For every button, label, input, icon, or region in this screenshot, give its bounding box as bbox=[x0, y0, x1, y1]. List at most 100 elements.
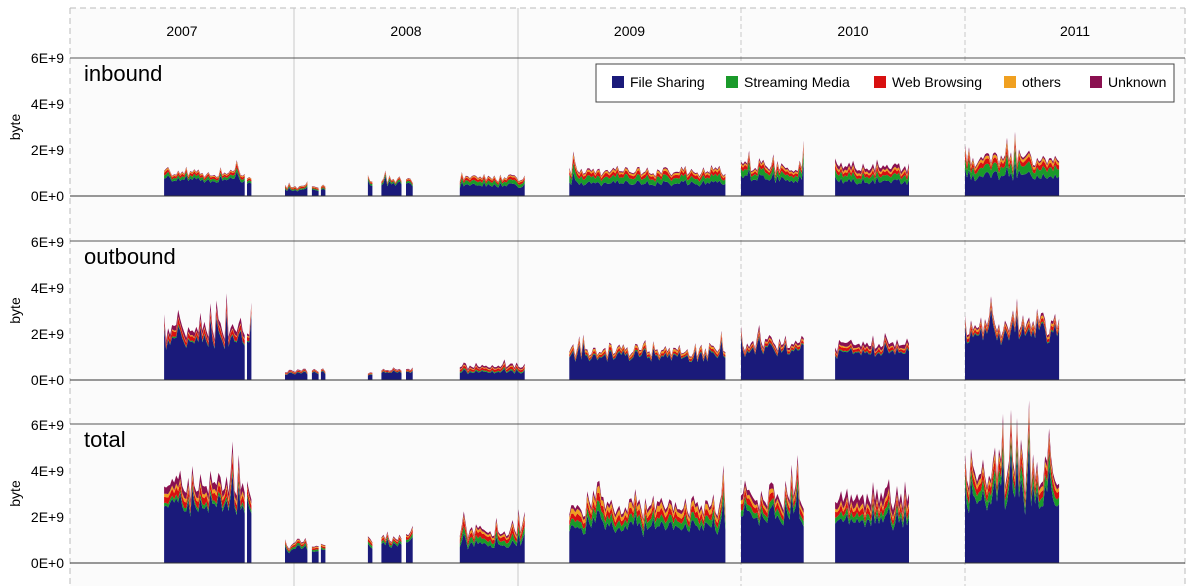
area-streaming-media bbox=[285, 542, 308, 554]
area-unknown bbox=[367, 372, 373, 374]
area-web-browsing bbox=[459, 363, 525, 374]
area-unknown bbox=[381, 170, 402, 184]
area-web-browsing bbox=[164, 456, 245, 514]
area-unknown bbox=[965, 131, 1060, 169]
area-streaming-media bbox=[311, 549, 319, 552]
area-file-sharing bbox=[406, 536, 413, 563]
area-streaming-media bbox=[741, 151, 804, 184]
area-streaming-media bbox=[311, 371, 319, 375]
y-tick-label: 0E+0 bbox=[31, 372, 64, 388]
y-tick-label: 6E+9 bbox=[31, 234, 64, 250]
area-unknown bbox=[965, 296, 1060, 339]
area-streaming-media bbox=[406, 370, 413, 373]
area-streaming-media bbox=[164, 310, 245, 350]
area-unknown bbox=[320, 543, 326, 546]
area-file-sharing bbox=[320, 188, 326, 196]
area-web-browsing bbox=[381, 172, 402, 185]
y-tick-label: 6E+9 bbox=[31, 50, 64, 66]
legend-label: Unknown bbox=[1108, 74, 1166, 90]
area-file-sharing bbox=[367, 374, 373, 380]
area-file-sharing bbox=[311, 551, 319, 563]
area-file-sharing bbox=[285, 545, 308, 563]
area-others bbox=[459, 513, 525, 542]
area-file-sharing bbox=[406, 371, 413, 380]
area-streaming-media bbox=[569, 489, 726, 538]
area-file-sharing bbox=[965, 308, 1060, 380]
area-unknown bbox=[285, 181, 308, 189]
area-streaming-media bbox=[247, 493, 252, 514]
area-streaming-media bbox=[381, 173, 402, 187]
area-others bbox=[569, 332, 726, 360]
year-label: 2008 bbox=[390, 23, 421, 39]
area-file-sharing bbox=[835, 343, 909, 380]
area-others bbox=[247, 177, 252, 180]
area-streaming-media bbox=[320, 370, 326, 375]
y-axis-label: byte bbox=[7, 297, 23, 324]
area-web-browsing bbox=[965, 303, 1060, 344]
area-file-sharing bbox=[247, 314, 252, 380]
area-unknown bbox=[311, 545, 319, 548]
area-unknown bbox=[285, 368, 308, 374]
area-others bbox=[381, 368, 402, 372]
area-web-browsing bbox=[320, 185, 326, 190]
legend-label: File Sharing bbox=[630, 74, 705, 90]
area-others bbox=[311, 546, 319, 549]
y-tick-label: 4E+9 bbox=[31, 96, 64, 112]
area-web-browsing bbox=[320, 545, 326, 549]
year-label: 2011 bbox=[1060, 23, 1090, 39]
area-file-sharing bbox=[320, 548, 326, 563]
area-file-sharing bbox=[311, 371, 319, 380]
legend-swatch bbox=[726, 76, 738, 88]
panel-areas bbox=[164, 400, 1060, 563]
area-others bbox=[569, 153, 726, 180]
area-file-sharing bbox=[406, 182, 413, 196]
area-file-sharing bbox=[320, 371, 326, 380]
area-others bbox=[320, 544, 326, 547]
panel-title: inbound bbox=[84, 61, 162, 86]
area-web-browsing bbox=[381, 368, 402, 373]
area-file-sharing bbox=[164, 171, 245, 196]
area-others bbox=[406, 368, 413, 372]
area-others bbox=[285, 369, 308, 374]
axes: 2007 2008 2009 2010 2011 0E+0 2E+9 4E+9 6E+9 byte… bbox=[7, 23, 1185, 571]
area-streaming-media bbox=[459, 366, 525, 375]
area-web-browsing bbox=[406, 179, 413, 185]
area-others bbox=[311, 369, 319, 373]
y-tick-label: 4E+9 bbox=[31, 463, 64, 479]
area-others bbox=[367, 537, 373, 545]
area-streaming-media bbox=[285, 371, 308, 375]
area-streaming-media bbox=[367, 178, 373, 186]
legend-label: others bbox=[1022, 74, 1061, 90]
area-streaming-media bbox=[320, 187, 326, 191]
area-file-sharing bbox=[569, 499, 726, 563]
area-others bbox=[741, 143, 804, 176]
y-tick-label: 0E+0 bbox=[31, 555, 64, 571]
area-web-browsing bbox=[247, 488, 252, 511]
y-tick-label: 2E+9 bbox=[31, 326, 64, 342]
panel-areas bbox=[164, 293, 1060, 380]
area-web-browsing bbox=[367, 176, 373, 185]
area-web-browsing bbox=[965, 140, 1060, 175]
area-unknown bbox=[311, 368, 319, 373]
area-others bbox=[459, 362, 525, 372]
area-others bbox=[367, 372, 373, 375]
panel-title: outbound bbox=[84, 244, 176, 269]
area-streaming-media bbox=[459, 525, 525, 550]
area-web-browsing bbox=[741, 467, 804, 522]
area-others bbox=[741, 461, 804, 517]
area-others bbox=[965, 299, 1060, 342]
area-unknown bbox=[835, 158, 909, 175]
area-streaming-media bbox=[965, 427, 1060, 515]
area-web-browsing bbox=[741, 331, 804, 357]
area-streaming-media bbox=[741, 334, 804, 357]
area-file-sharing bbox=[459, 532, 525, 563]
area-web-browsing bbox=[311, 370, 319, 374]
area-unknown bbox=[285, 538, 308, 550]
area-streaming-media bbox=[247, 180, 252, 184]
area-web-browsing bbox=[835, 492, 909, 526]
area-others bbox=[320, 185, 326, 188]
area-others bbox=[320, 368, 326, 373]
area-file-sharing bbox=[965, 442, 1060, 563]
area-web-browsing bbox=[569, 479, 726, 532]
